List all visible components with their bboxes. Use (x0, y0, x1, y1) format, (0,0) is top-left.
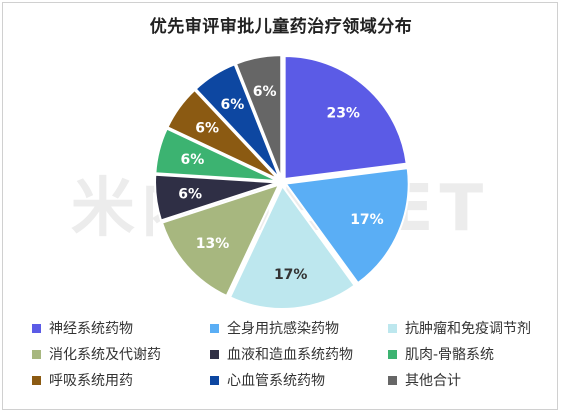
data-label-5: 6% (180, 152, 204, 168)
legend-swatch (32, 323, 41, 333)
legend-label: 血液和造血系统药物 (227, 347, 353, 363)
legend-item-0: 神经系统药物 (32, 318, 210, 338)
legend-swatch (388, 375, 397, 385)
pie-slice-2 (228, 184, 357, 310)
pie-slice-1 (283, 167, 410, 285)
pie-slice-8 (234, 54, 283, 179)
legend-swatch (32, 375, 41, 385)
pie-slice-0 (283, 54, 408, 181)
legend-label: 呼吸系统用药 (49, 373, 133, 389)
legend-item-8: 其他合计 (388, 370, 562, 390)
legend-item-6: 呼吸系统用药 (32, 370, 210, 390)
legend-item-5: 肌肉-骨骼系统 (388, 344, 562, 364)
legend-swatch (210, 375, 219, 385)
data-label-7: 6% (221, 97, 245, 113)
legend-swatch (388, 323, 397, 333)
legend-item-1: 全身用抗感染药物 (210, 318, 388, 338)
legend-swatch (388, 349, 397, 359)
legend-swatch (210, 349, 219, 359)
pie-labels: 23%17%17%13%6%6%6%6%6% (178, 84, 383, 283)
data-label-0: 23% (326, 106, 360, 122)
pie-slices (154, 54, 410, 310)
data-label-1: 17% (350, 212, 384, 228)
legend-item-7: 心血管系统药物 (210, 370, 388, 390)
data-label-3: 13% (196, 236, 230, 252)
legend-swatch (210, 323, 219, 333)
legend-label: 其他合计 (405, 373, 461, 389)
legend-label: 抗肿瘤和免疫调节剂 (405, 321, 531, 337)
legend-label: 神经系统药物 (49, 321, 133, 337)
data-label-6: 6% (195, 121, 219, 137)
pie-slice-5 (154, 127, 279, 183)
data-label-2: 17% (274, 267, 308, 283)
pie-slice-3 (160, 182, 281, 298)
legend: 神经系统药物 全身用抗感染药物 抗肿瘤和免疫调节剂消化系统及代谢药 血液和造血系统药物… (32, 318, 552, 390)
chart-title: 优先审评审批儿童药治疗领域分布 (149, 17, 413, 37)
legend-label: 心血管系统药物 (227, 373, 325, 389)
legend-label: 消化系统及代谢药 (49, 347, 161, 363)
legend-swatch (32, 349, 41, 359)
legend-item-2: 抗肿瘤和免疫调节剂 (388, 318, 562, 338)
legend-item-4: 血液和造血系统药物 (210, 344, 388, 364)
data-label-4: 6% (178, 187, 202, 203)
pie-slice-4 (154, 173, 279, 222)
legend-item-3: 消化系统及代谢药 (32, 344, 210, 364)
pie-slice-7 (194, 62, 281, 180)
legend-label: 肌肉-骨骼系统 (405, 347, 495, 363)
pie-slice-6 (166, 88, 280, 181)
data-label-8: 6% (253, 84, 277, 100)
legend-label: 全身用抗感染药物 (227, 321, 339, 337)
